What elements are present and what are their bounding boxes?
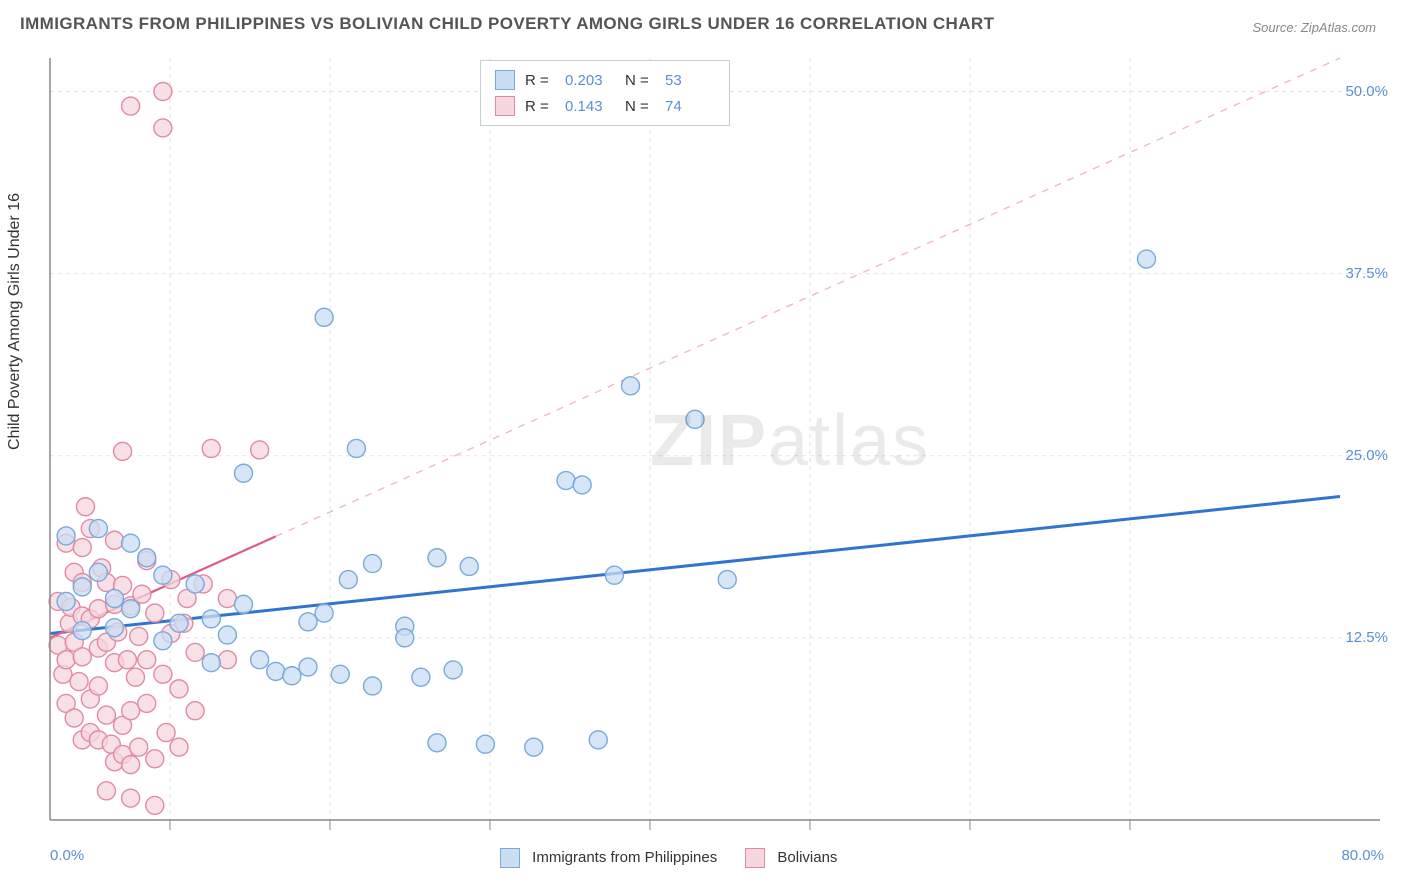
legend-n-value: 53: [665, 72, 715, 89]
swatch-bolivians: [495, 96, 515, 116]
legend-row-bolivians: R = 0.143 N = 74: [495, 93, 715, 119]
x-axis-end-label: 80.0%: [1341, 847, 1384, 864]
legend-n-label: N =: [625, 72, 655, 89]
legend-n-value: 74: [665, 98, 715, 115]
legend-label: Bolivians: [777, 849, 837, 866]
legend-r-value: 0.143: [565, 98, 615, 115]
legend-r-label: R =: [525, 98, 555, 115]
x-axis-start-label: 0.0%: [50, 847, 84, 864]
legend-n-label: N =: [625, 98, 655, 115]
legend-item-bolivians: Bolivians: [745, 848, 837, 868]
correlation-legend: R = 0.203 N = 53 R = 0.143 N = 74: [480, 60, 730, 126]
swatch-philippines: [500, 848, 520, 868]
swatch-bolivians: [745, 848, 765, 868]
y-tick-label: 37.5%: [1345, 265, 1388, 282]
legend-item-philippines: Immigrants from Philippines: [500, 848, 717, 868]
legend-r-label: R =: [525, 72, 555, 89]
legend-row-philippines: R = 0.203 N = 53: [495, 67, 715, 93]
swatch-philippines: [495, 70, 515, 90]
y-tick-label: 12.5%: [1345, 629, 1388, 646]
series-legend: Immigrants from Philippines Bolivians: [500, 848, 837, 868]
legend-label: Immigrants from Philippines: [532, 849, 717, 866]
scatter-plot: [0, 0, 1406, 892]
legend-r-value: 0.203: [565, 72, 615, 89]
y-tick-label: 25.0%: [1345, 447, 1388, 464]
y-tick-label: 50.0%: [1345, 83, 1388, 100]
